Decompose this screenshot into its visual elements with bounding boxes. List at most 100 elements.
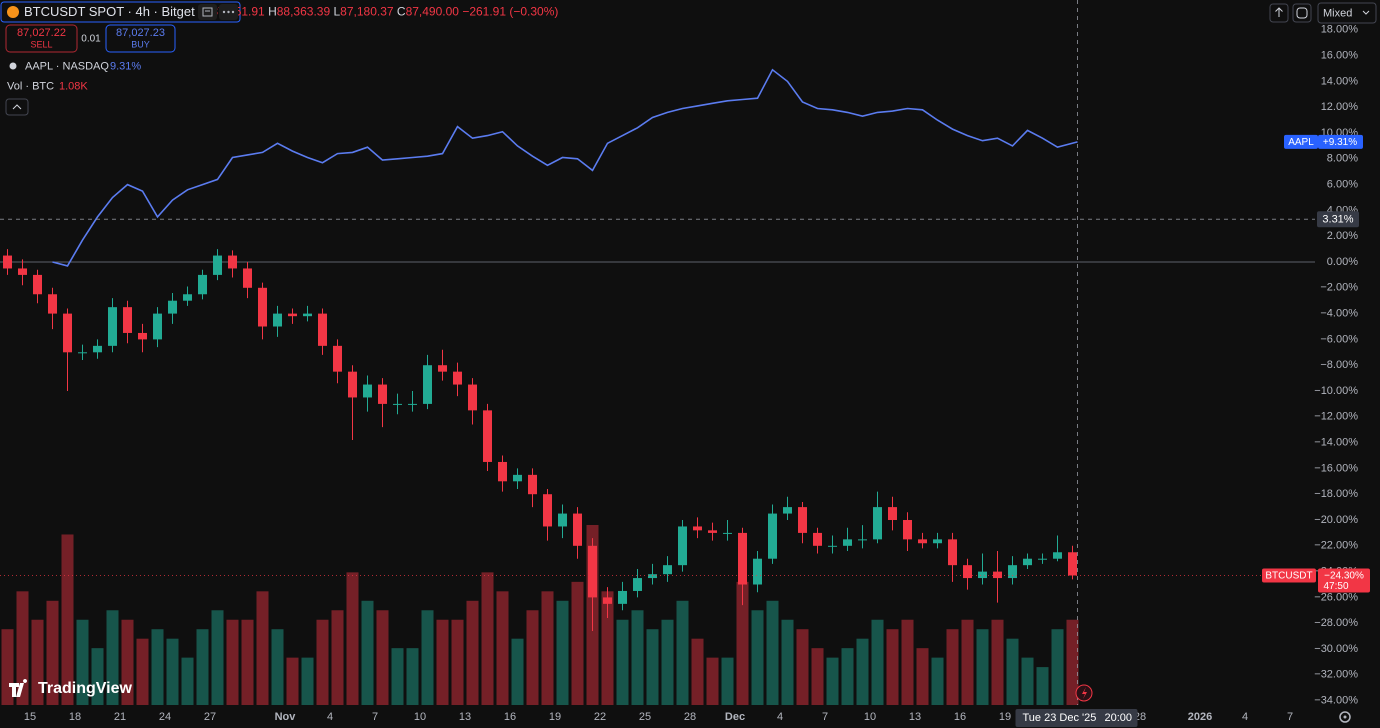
ohlc-value: 88,363.39: [277, 5, 331, 19]
main-name-badge: [1262, 568, 1316, 583]
icon: [1082, 687, 1087, 699]
volume-bar: [781, 619, 794, 705]
volume-bar: [616, 619, 629, 705]
y-tick-label: −18.00%: [1314, 488, 1358, 500]
ohlc-values: O87,751.91 H88,363.39 L87,180.37 C87,490…: [202, 5, 558, 19]
y-tick-label: −20.00%: [1314, 514, 1358, 526]
crosshair-time-label: 20:00: [1105, 712, 1133, 724]
x-tick-label: 19: [999, 711, 1011, 723]
candle-body: [318, 313, 327, 346]
candle-body: [273, 313, 282, 327]
buy-button[interactable]: [105, 24, 176, 53]
interval-menu-label[interactable]: Mixed: [1323, 7, 1352, 19]
candle-body: [348, 371, 357, 398]
y-tick-label: −30.00%: [1314, 643, 1358, 655]
candle-body: [213, 255, 222, 275]
volume-bar: [346, 572, 359, 705]
icon: [1343, 715, 1347, 719]
volume-bar: [361, 600, 374, 705]
candle-body: [918, 539, 927, 544]
volume-bar: [61, 534, 74, 705]
icon: [1362, 10, 1370, 15]
candle-body: [798, 507, 807, 533]
icon-button[interactable]: [198, 4, 217, 20]
icon-button[interactable]: [1292, 3, 1312, 23]
x-tick-label: Nov: [275, 711, 297, 723]
candle-body: [408, 403, 417, 405]
main-value-badge: [1318, 568, 1370, 593]
volume-bar: [916, 648, 929, 705]
volume-bar: [421, 610, 434, 705]
volume-bar: [46, 600, 59, 705]
candle-body: [78, 352, 87, 354]
candle-body: [468, 384, 477, 411]
compare-value-badge: [1318, 134, 1363, 149]
candle-body: [693, 526, 702, 531]
volume-bar: [196, 629, 209, 705]
compare-name[interactable]: AAPL · NASDAQ: [25, 60, 109, 72]
symbol-box[interactable]: [0, 1, 241, 23]
volume-bar: [406, 648, 419, 705]
x-tick-label: 10: [864, 711, 876, 723]
volume-bar: [271, 629, 284, 705]
x-tick-label: Dec: [725, 711, 745, 723]
logo: TradingView: [9, 679, 133, 697]
volume-name[interactable]: Vol · BTC: [7, 80, 54, 92]
volume-bar: [1006, 638, 1019, 705]
volume-bar: [706, 657, 719, 705]
x-tick-label: 7: [372, 711, 378, 723]
volume-bar: [466, 600, 479, 705]
volume-bar: [901, 619, 914, 705]
sell-price: 87,027.22: [17, 27, 66, 39]
volume-bar: [226, 619, 239, 705]
y-tick-label: −8.00%: [1320, 359, 1358, 371]
x-tick-label: 7: [822, 711, 828, 723]
collapse-button[interactable]: [5, 98, 29, 116]
candle-body: [228, 255, 237, 269]
candle-body: [603, 597, 612, 604]
symbol-title[interactable]: BTCUSDT SPOT · 4h · Bitget: [24, 4, 195, 19]
candle-body: [138, 332, 147, 340]
compare-name-label: AAPL: [1288, 137, 1314, 148]
volume-bar: [316, 619, 329, 705]
candle-body: [663, 565, 672, 575]
volume-bar: [1021, 657, 1034, 705]
main-name-label: BTCUSDT: [1265, 571, 1312, 582]
y-tick-label: 6.00%: [1327, 179, 1358, 191]
interval-menu[interactable]: [1317, 2, 1377, 24]
x-tick-label: 10: [414, 711, 426, 723]
volume-bar: [391, 648, 404, 705]
candle-body: [513, 474, 522, 482]
x-tick-label: 2026: [1188, 711, 1212, 723]
candle-body: [753, 558, 762, 585]
sell-button[interactable]: [5, 24, 78, 53]
y-tick-label: −10.00%: [1314, 385, 1358, 397]
compare-icon: [9, 62, 17, 70]
volume-bar: [571, 581, 584, 705]
x-tick-label: 21: [114, 711, 126, 723]
candle-body: [363, 384, 372, 398]
y-tick-label: −22.00%: [1314, 540, 1358, 552]
x-tick-label: 4: [327, 711, 333, 723]
candle-body: [528, 474, 537, 495]
candle-body: [828, 545, 837, 547]
candle-body: [768, 513, 777, 559]
volume-bar: [721, 657, 734, 705]
x-tick-label: 25: [639, 711, 651, 723]
y-tick-label: −4.00%: [1320, 308, 1358, 320]
volume-bar: [796, 629, 809, 705]
ohlc-key: H: [268, 5, 277, 19]
volume-bar: [1, 629, 14, 705]
volume-bar: [256, 591, 269, 705]
candle-body: [1008, 565, 1017, 579]
volume-bar: [376, 610, 389, 705]
candle-body: [108, 307, 117, 346]
y-tick-label: −14.00%: [1314, 437, 1358, 449]
settings-button[interactable]: [1339, 711, 1351, 723]
y-tick-label: 8.00%: [1327, 153, 1358, 165]
y-tick-label: −16.00%: [1314, 462, 1358, 474]
candle-body: [858, 539, 867, 541]
volume-bar: [856, 638, 869, 705]
icon: [231, 10, 235, 14]
